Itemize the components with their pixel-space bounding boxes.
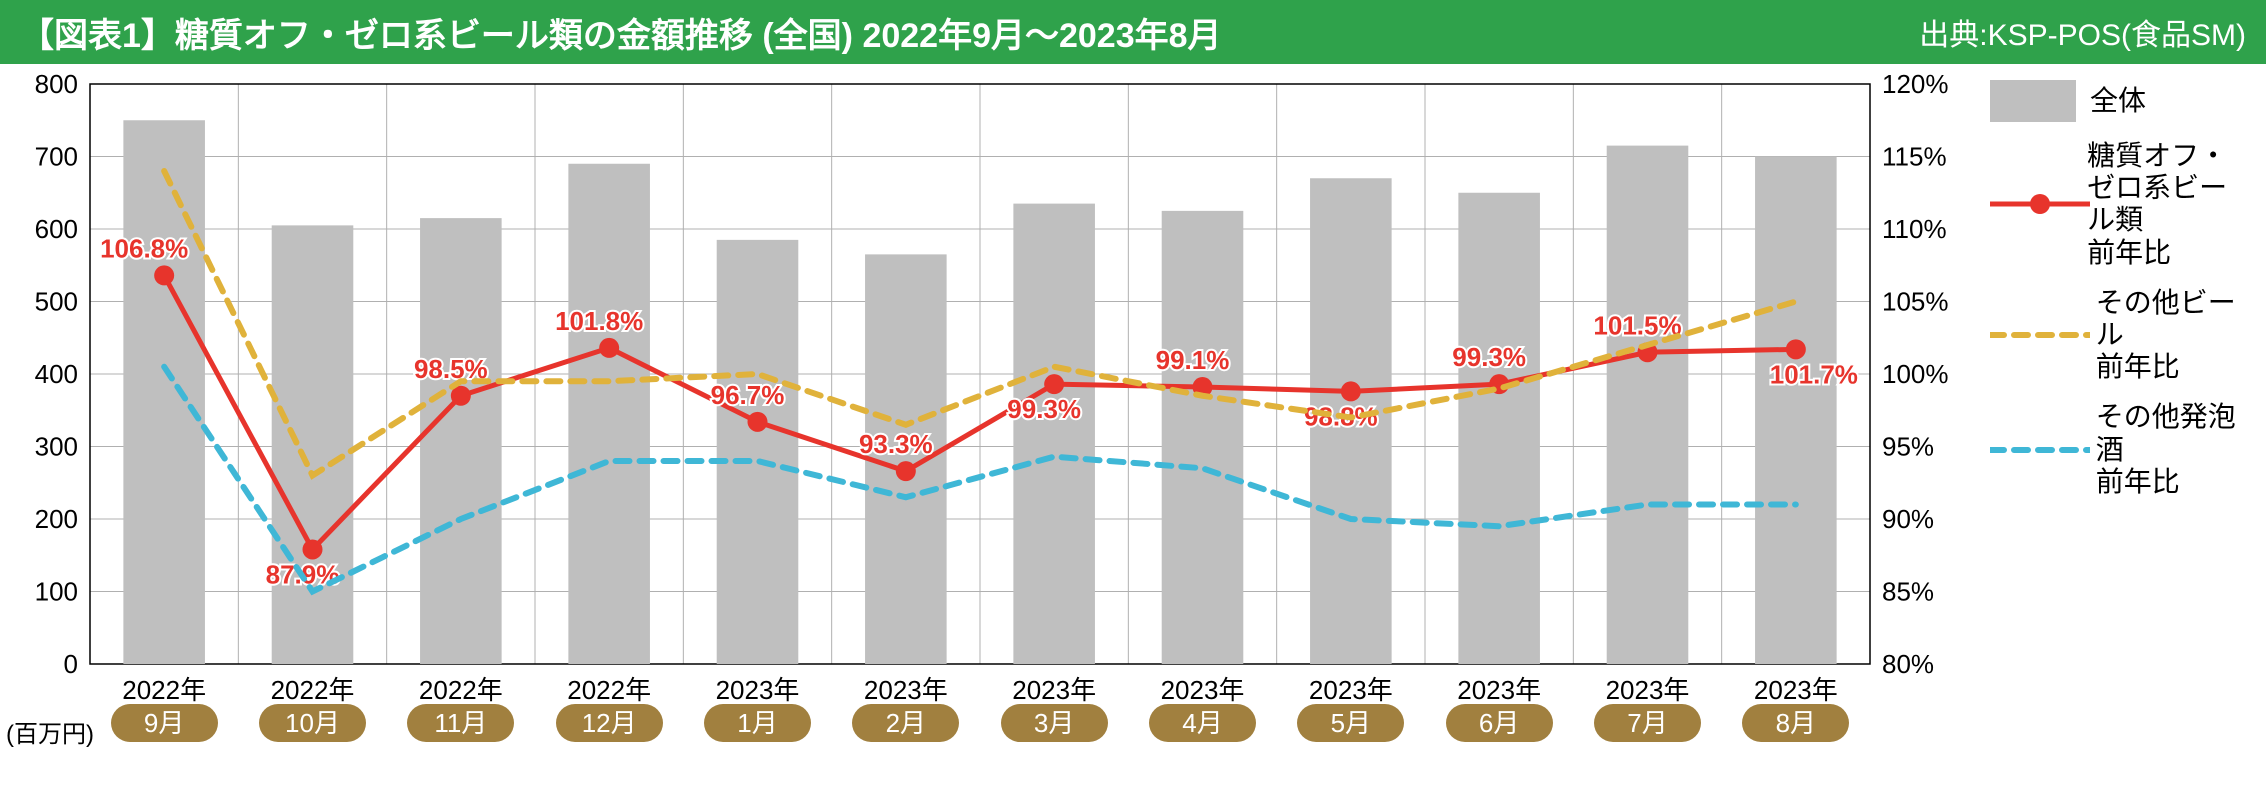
- x-category-month-pill: 1月: [704, 704, 811, 742]
- x-category-month-pill: 5月: [1297, 704, 1404, 742]
- legend-swatch-line: [1990, 322, 2082, 348]
- x-category-year: 2022年: [97, 670, 231, 707]
- legend-item-bars: 全体: [1990, 80, 2250, 122]
- legend: 全体糖質オフ・ゼロ系ビール類前年比その他ビール前年比その他発泡酒前年比: [1990, 80, 2250, 516]
- x-category-year: 2023年: [1432, 670, 1566, 707]
- x-category-month-pill: 2月: [852, 704, 959, 742]
- legend-label: その他ビール前年比: [2096, 287, 2250, 384]
- y-axis-unit-label: (百万円): [6, 714, 94, 749]
- legend-label: 全体: [2090, 85, 2146, 117]
- x-category-year: 2023年: [839, 670, 973, 707]
- x-category-month-pill: 11月: [407, 704, 514, 742]
- x-category-year: 2023年: [1136, 670, 1270, 707]
- x-category-month-pill: 4月: [1149, 704, 1256, 742]
- x-axis-labels: 2022年9月2022年10月2022年11月2022年12月2023年1月20…: [0, 0, 2266, 796]
- x-category-month-pill: 8月: [1742, 704, 1849, 742]
- x-category-year: 2023年: [1581, 670, 1715, 707]
- x-category-month-pill: 3月: [1001, 704, 1108, 742]
- x-category-year: 2023年: [987, 670, 1121, 707]
- x-category-month-pill: 6月: [1446, 704, 1553, 742]
- x-category-month-pill: 9月: [111, 704, 218, 742]
- x-category-year: 2023年: [1284, 670, 1418, 707]
- x-category-year: 2023年: [691, 670, 825, 707]
- legend-item-other_happoshu: その他発泡酒前年比: [1990, 401, 2250, 498]
- legend-item-toushitsu: 糖質オフ・ゼロ系ビール類前年比: [1990, 140, 2250, 269]
- legend-swatch-line: [1990, 191, 2073, 217]
- x-category-year: 2023年: [1729, 670, 1863, 707]
- legend-item-other_beer: その他ビール前年比: [1990, 287, 2250, 384]
- x-category-month-pill: 10月: [259, 704, 366, 742]
- chart-container: 【図表1】糖質オフ・ゼロ系ビール類の金額推移 (全国) 2022年9月〜2023…: [0, 0, 2266, 796]
- x-category-month-pill: 12月: [556, 704, 663, 742]
- legend-swatch-line: [1990, 437, 2082, 463]
- legend-label: 糖質オフ・ゼロ系ビール類前年比: [2087, 140, 2250, 269]
- legend-label: その他発泡酒前年比: [2096, 401, 2250, 498]
- x-category-year: 2022年: [246, 670, 380, 707]
- x-category-year: 2022年: [542, 670, 676, 707]
- legend-swatch-bar: [1990, 80, 2076, 122]
- x-category-year: 2022年: [394, 670, 528, 707]
- x-category-month-pill: 7月: [1594, 704, 1701, 742]
